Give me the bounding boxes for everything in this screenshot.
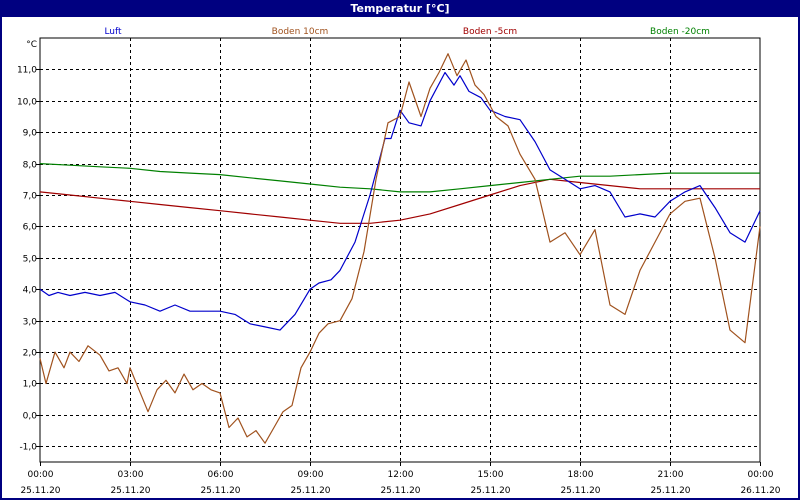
x-tick-label: 12:00 bbox=[388, 470, 414, 480]
y-tick-label: 4,0 bbox=[23, 286, 38, 296]
x-tick-label: 03:00 bbox=[118, 470, 144, 480]
series-line bbox=[39, 71, 761, 331]
y-tick-label: 0,0 bbox=[23, 412, 38, 422]
x-tick-date: 26.11.20 bbox=[740, 486, 780, 496]
x-tick-date: 25.11.20 bbox=[110, 486, 150, 496]
x-tick-label: 15:00 bbox=[478, 470, 504, 480]
y-tick-label: 6,0 bbox=[23, 223, 38, 233]
y-tick-label: 11,0 bbox=[17, 66, 37, 76]
x-tick-label: 09:00 bbox=[298, 470, 324, 480]
x-tick-label: 21:00 bbox=[658, 470, 684, 480]
x-tick-label: 00:00 bbox=[748, 470, 774, 480]
x-tick-date: 25.11.20 bbox=[200, 486, 240, 496]
legend-entry: Boden 10cm bbox=[272, 27, 329, 37]
y-tick-label: 2,0 bbox=[23, 349, 38, 359]
x-tick-label: 00:00 bbox=[28, 470, 54, 480]
x-tick-date: 25.11.20 bbox=[560, 486, 600, 496]
y-axis-unit: °C bbox=[26, 40, 37, 50]
y-tick-label: 7,0 bbox=[23, 192, 38, 202]
legend-entry: Boden -5cm bbox=[463, 27, 517, 37]
series-line bbox=[39, 53, 761, 444]
x-tick-date: 25.11.20 bbox=[650, 486, 690, 496]
y-tick-label: 9,0 bbox=[23, 129, 38, 139]
y-tick-label: 5,0 bbox=[23, 255, 38, 265]
y-tick-label: -1,0 bbox=[19, 443, 37, 453]
y-tick-label: 1,0 bbox=[23, 380, 38, 390]
x-tick-date: 25.11.20 bbox=[470, 486, 510, 496]
x-tick-date: 25.11.20 bbox=[380, 486, 420, 496]
legend-entry: Luft bbox=[104, 27, 122, 37]
legend-entry: Boden -20cm bbox=[650, 27, 710, 37]
x-tick-label: 06:00 bbox=[208, 470, 234, 480]
x-tick-label: 18:00 bbox=[568, 470, 594, 480]
y-tick-label: 10,0 bbox=[17, 98, 37, 108]
series-line bbox=[39, 163, 760, 193]
y-tick-label: 8,0 bbox=[23, 161, 38, 171]
x-tick-date: 25.11.20 bbox=[20, 486, 60, 496]
y-tick-label: 3,0 bbox=[23, 318, 38, 328]
x-tick-date: 25.11.20 bbox=[290, 486, 330, 496]
window-title: Temperatur [°C] bbox=[0, 0, 800, 17]
series-line bbox=[39, 178, 760, 224]
